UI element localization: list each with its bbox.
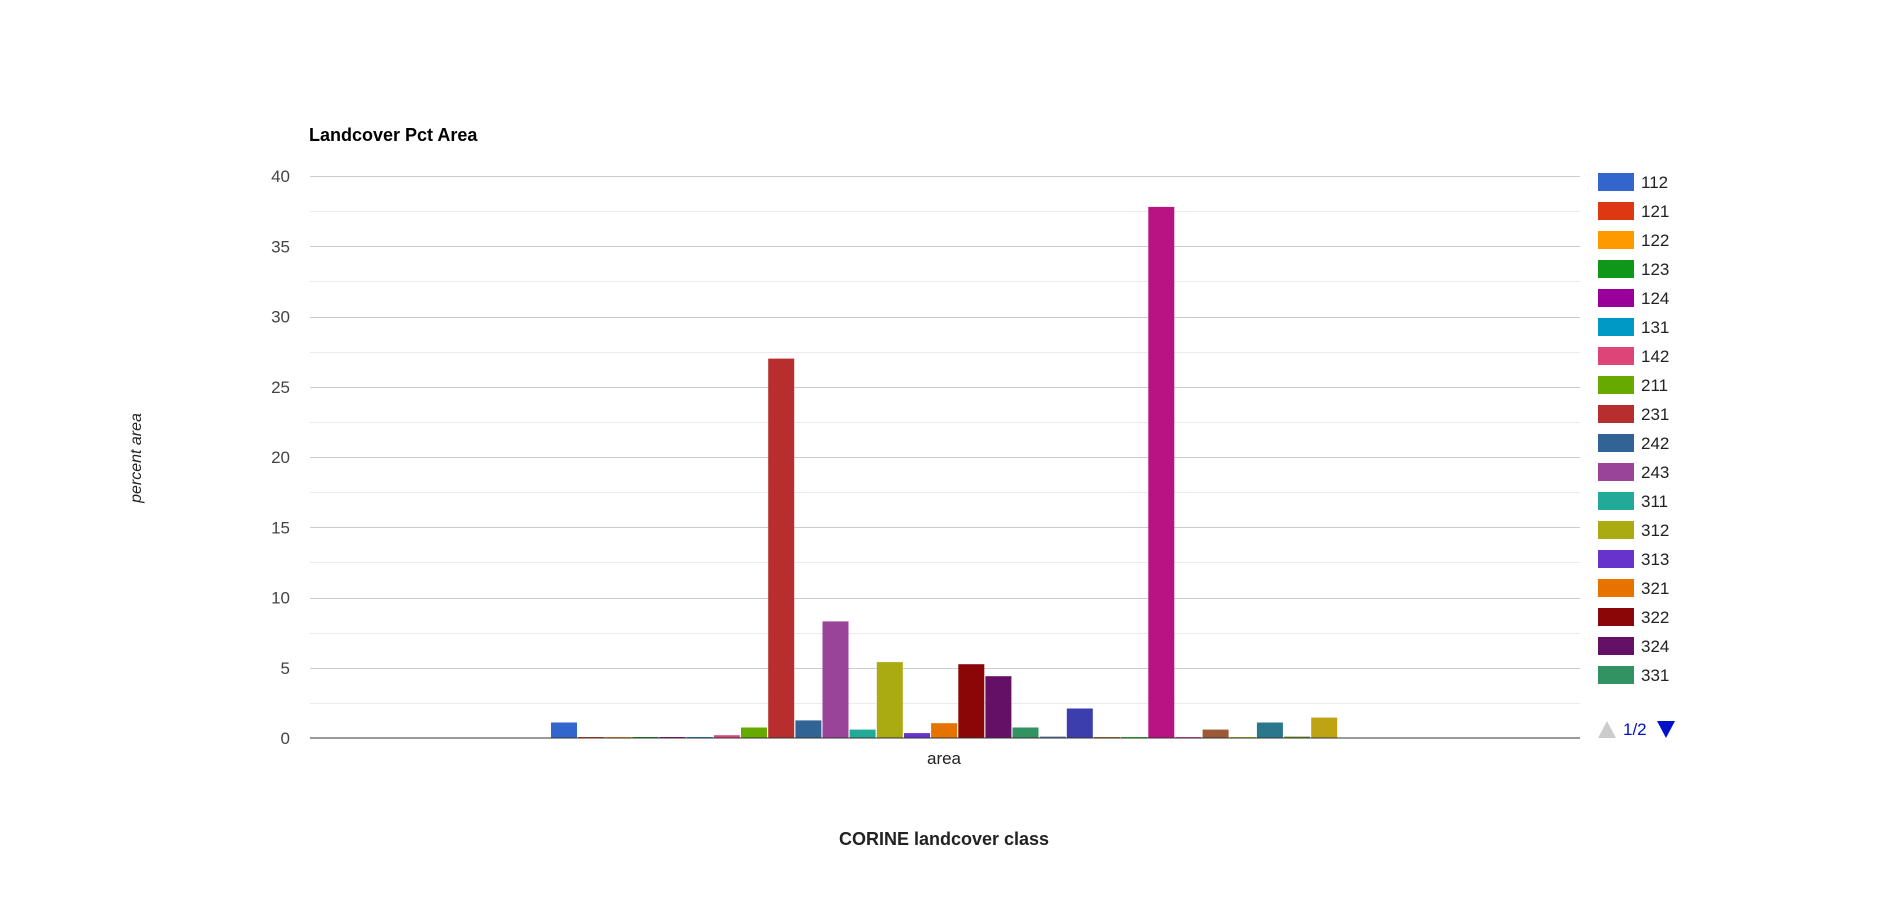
legend-page-indicator: 1/2 (1623, 720, 1647, 739)
bar (1148, 206, 1175, 738)
y-tick-label: 20 (271, 448, 290, 467)
legend-label: 324 (1641, 637, 1669, 656)
bar (768, 358, 795, 738)
y-tick-label: 10 (271, 589, 290, 608)
legend-swatch (1598, 608, 1634, 626)
bar (1066, 708, 1093, 738)
legend-swatch (1598, 260, 1634, 278)
bar (822, 621, 849, 738)
bar (1311, 717, 1338, 738)
legend-label: 242 (1641, 434, 1669, 453)
legend-swatch (1598, 579, 1634, 597)
legend-swatch (1598, 202, 1634, 220)
legend-label: 112 (1641, 173, 1668, 192)
bars (551, 206, 1338, 738)
legend-label: 211 (1641, 376, 1668, 395)
legend-label: 322 (1641, 608, 1669, 627)
legend-swatch (1598, 463, 1634, 481)
bar (1039, 736, 1066, 738)
y-tick-label: 15 (271, 518, 290, 537)
bar (1012, 727, 1039, 738)
y-tick-label: 5 (281, 659, 290, 678)
bar (1256, 722, 1283, 738)
legend-label: 124 (1641, 289, 1669, 308)
gridlines (310, 176, 1580, 704)
legend-label: 313 (1641, 550, 1669, 569)
y-axis-ticks: 0 5 10 15 20 25 30 35 40 (271, 167, 290, 748)
x-category-label: area (927, 749, 962, 768)
legend-swatch (1598, 376, 1634, 394)
chart-title: Landcover Pct Area (309, 125, 478, 145)
legend-label: 243 (1641, 463, 1669, 482)
legend-label: 312 (1641, 521, 1669, 540)
triangle-down-icon[interactable] (1657, 721, 1675, 738)
bar (1284, 736, 1310, 738)
legend-swatch (1598, 637, 1634, 655)
legend-label: 122 (1641, 231, 1669, 250)
legend-swatch (1598, 289, 1634, 307)
bar (849, 729, 876, 738)
legend: 112 121 122 123 124 131 142 211 231 242 243 311 312 3… (1598, 173, 1669, 685)
legend-swatch (1598, 173, 1634, 191)
y-tick-label: 35 (271, 237, 290, 256)
legend-swatch (1598, 666, 1634, 684)
legend-swatch (1598, 521, 1634, 539)
bar (551, 722, 577, 738)
bar (713, 735, 740, 738)
y-tick-label: 40 (271, 167, 290, 186)
legend-pager: 1/2 (1598, 720, 1675, 739)
bar (985, 676, 1012, 738)
bar (876, 662, 903, 738)
triangle-up-icon[interactable] (1598, 721, 1616, 738)
bar (904, 733, 930, 738)
y-axis-label: percent area (128, 413, 145, 504)
bar (1202, 729, 1229, 738)
legend-swatch (1598, 550, 1634, 568)
legend-swatch (1598, 347, 1634, 365)
legend-label: 142 (1641, 347, 1669, 366)
bar (931, 723, 958, 738)
bar (741, 727, 767, 738)
legend-swatch (1598, 318, 1634, 336)
legend-label: 123 (1641, 260, 1669, 279)
legend-swatch (1598, 405, 1634, 423)
y-tick-label: 30 (271, 308, 290, 327)
bar (958, 664, 985, 738)
legend-swatch (1598, 434, 1634, 452)
legend-label: 331 (1641, 666, 1669, 685)
legend-swatch (1598, 492, 1634, 510)
x-axis-label: CORINE landcover class (839, 829, 1049, 849)
y-tick-label: 0 (281, 729, 290, 748)
legend-label: 121 (1641, 202, 1669, 221)
legend-swatch (1598, 231, 1634, 249)
legend-label: 311 (1641, 492, 1668, 511)
y-tick-label: 25 (271, 378, 290, 397)
legend-label: 131 (1641, 318, 1669, 337)
legend-label: 321 (1641, 579, 1669, 598)
legend-label: 231 (1641, 405, 1669, 424)
bar (795, 720, 822, 738)
